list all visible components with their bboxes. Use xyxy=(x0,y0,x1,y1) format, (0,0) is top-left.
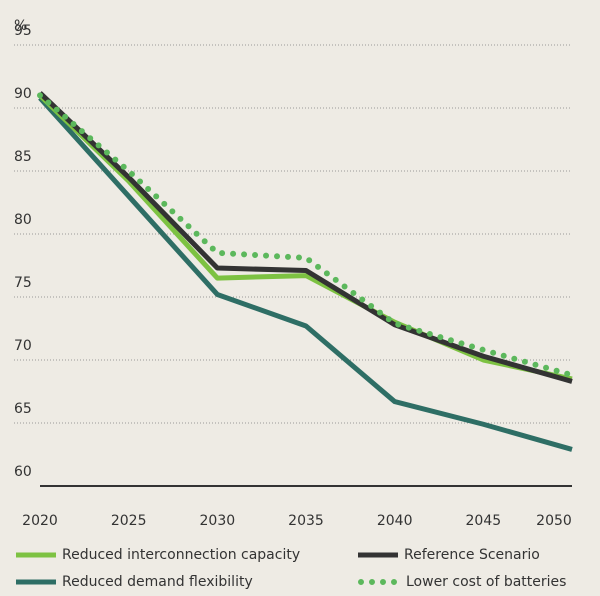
y-tick-label: 90 xyxy=(14,86,32,102)
x-tick-label: 2045 xyxy=(466,513,502,529)
x-tick-label: 2025 xyxy=(111,513,147,529)
y-tick-label: 95 xyxy=(14,23,32,39)
legend-label: Lower cost of batteries xyxy=(406,574,566,590)
y-tick-label: 75 xyxy=(14,275,32,291)
x-tick-label: 2050 xyxy=(536,513,572,529)
y-axis-unit: % xyxy=(14,18,27,34)
series-line xyxy=(38,93,573,382)
series-line xyxy=(38,96,573,452)
legend-label: Reduced demand flexibility xyxy=(62,574,253,590)
x-tick-label: 2040 xyxy=(377,513,413,529)
y-tick-label: 80 xyxy=(14,212,32,228)
y-tick-label: 70 xyxy=(14,338,32,354)
legend-label: Reduced interconnection capacity xyxy=(62,547,300,563)
legend-label: Reference Scenario xyxy=(404,547,540,563)
series-line xyxy=(37,92,575,379)
x-tick-label: 2030 xyxy=(200,513,236,529)
y-tick-label: 65 xyxy=(14,401,32,417)
y-tick-label: 85 xyxy=(14,149,32,165)
series-line xyxy=(38,91,573,384)
x-tick-label: 2035 xyxy=(288,513,324,529)
x-tick-label: 2020 xyxy=(22,513,58,529)
y-tick-label: 60 xyxy=(14,464,32,480)
